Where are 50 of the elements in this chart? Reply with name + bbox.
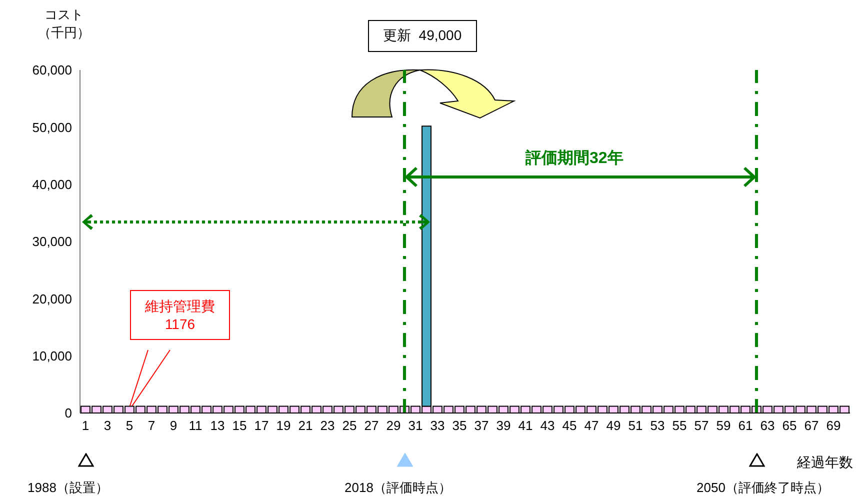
x-tick-label: 47 xyxy=(584,418,599,434)
x-tick-label: 31 xyxy=(408,418,423,434)
x-tick-label: 63 xyxy=(760,418,775,434)
x-tick-label: 37 xyxy=(474,418,489,434)
x-tick-label: 23 xyxy=(320,418,335,434)
x-tick-label: 69 xyxy=(826,418,841,434)
x-tick-label: 49 xyxy=(606,418,621,434)
y-tick-label: 10,000 xyxy=(32,348,72,364)
x-tick-label: 45 xyxy=(562,418,577,434)
x-tick-label: 25 xyxy=(342,418,357,434)
x-tick-label: 59 xyxy=(716,418,731,434)
x-tick-label: 65 xyxy=(782,418,797,434)
x-tick-label: 57 xyxy=(694,418,709,434)
x-tick-label: 61 xyxy=(738,418,753,434)
x-tick-label: 41 xyxy=(518,418,533,434)
x-tick-label: 17 xyxy=(254,418,269,434)
x-tick-label: 53 xyxy=(650,418,665,434)
x-tick-label: 21 xyxy=(298,418,313,434)
x-tick-label: 33 xyxy=(430,418,445,434)
x-tick-label: 51 xyxy=(628,418,643,434)
x-tick-label: 15 xyxy=(232,418,247,434)
annotation: 評価期間32年 xyxy=(526,148,624,169)
x-axis-title: 経過年数 xyxy=(797,454,853,472)
x-tick-label: 43 xyxy=(540,418,555,434)
x-tick-label: 67 xyxy=(804,418,819,434)
text: 2050（評価終了時点） xyxy=(696,479,830,497)
y-tick-label: 30,000 xyxy=(32,234,72,250)
y-tick-label: 50,000 xyxy=(32,120,72,135)
x-tick-label: 11 xyxy=(188,418,202,434)
x-tick-label: 1 xyxy=(82,418,90,434)
annotation: 維持管理費 1176 xyxy=(130,290,230,340)
y-tick-label: 20,000 xyxy=(32,291,72,306)
y-tick-label: 60,000 xyxy=(32,62,72,78)
x-tick-label: 3 xyxy=(104,418,112,434)
x-tick-label: 19 xyxy=(276,418,291,434)
text: 1988（設置） xyxy=(28,479,108,497)
x-tick-label: 9 xyxy=(170,418,178,434)
y-tick-label: 40,000 xyxy=(32,176,72,192)
x-tick-label: 7 xyxy=(148,418,156,434)
x-tick-label: 35 xyxy=(452,418,467,434)
x-tick-label: 27 xyxy=(364,418,379,434)
x-tick-label: 13 xyxy=(210,418,225,434)
x-tick-label: 5 xyxy=(126,418,134,434)
x-tick-label: 39 xyxy=(496,418,511,434)
text: 2018（評価時点） xyxy=(344,479,452,497)
x-tick-label: 29 xyxy=(386,418,401,434)
text: 更新 49,000 xyxy=(368,20,477,52)
y-tick-label: 0 xyxy=(64,406,72,421)
y-axis-title: コスト（千円） xyxy=(37,6,91,42)
x-tick-label: 55 xyxy=(672,418,687,434)
